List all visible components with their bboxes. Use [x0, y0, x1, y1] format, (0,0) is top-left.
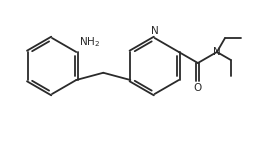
Text: N: N: [213, 47, 221, 57]
Text: N: N: [151, 26, 158, 36]
Text: O: O: [194, 83, 202, 93]
Text: NH$_2$: NH$_2$: [79, 35, 100, 49]
